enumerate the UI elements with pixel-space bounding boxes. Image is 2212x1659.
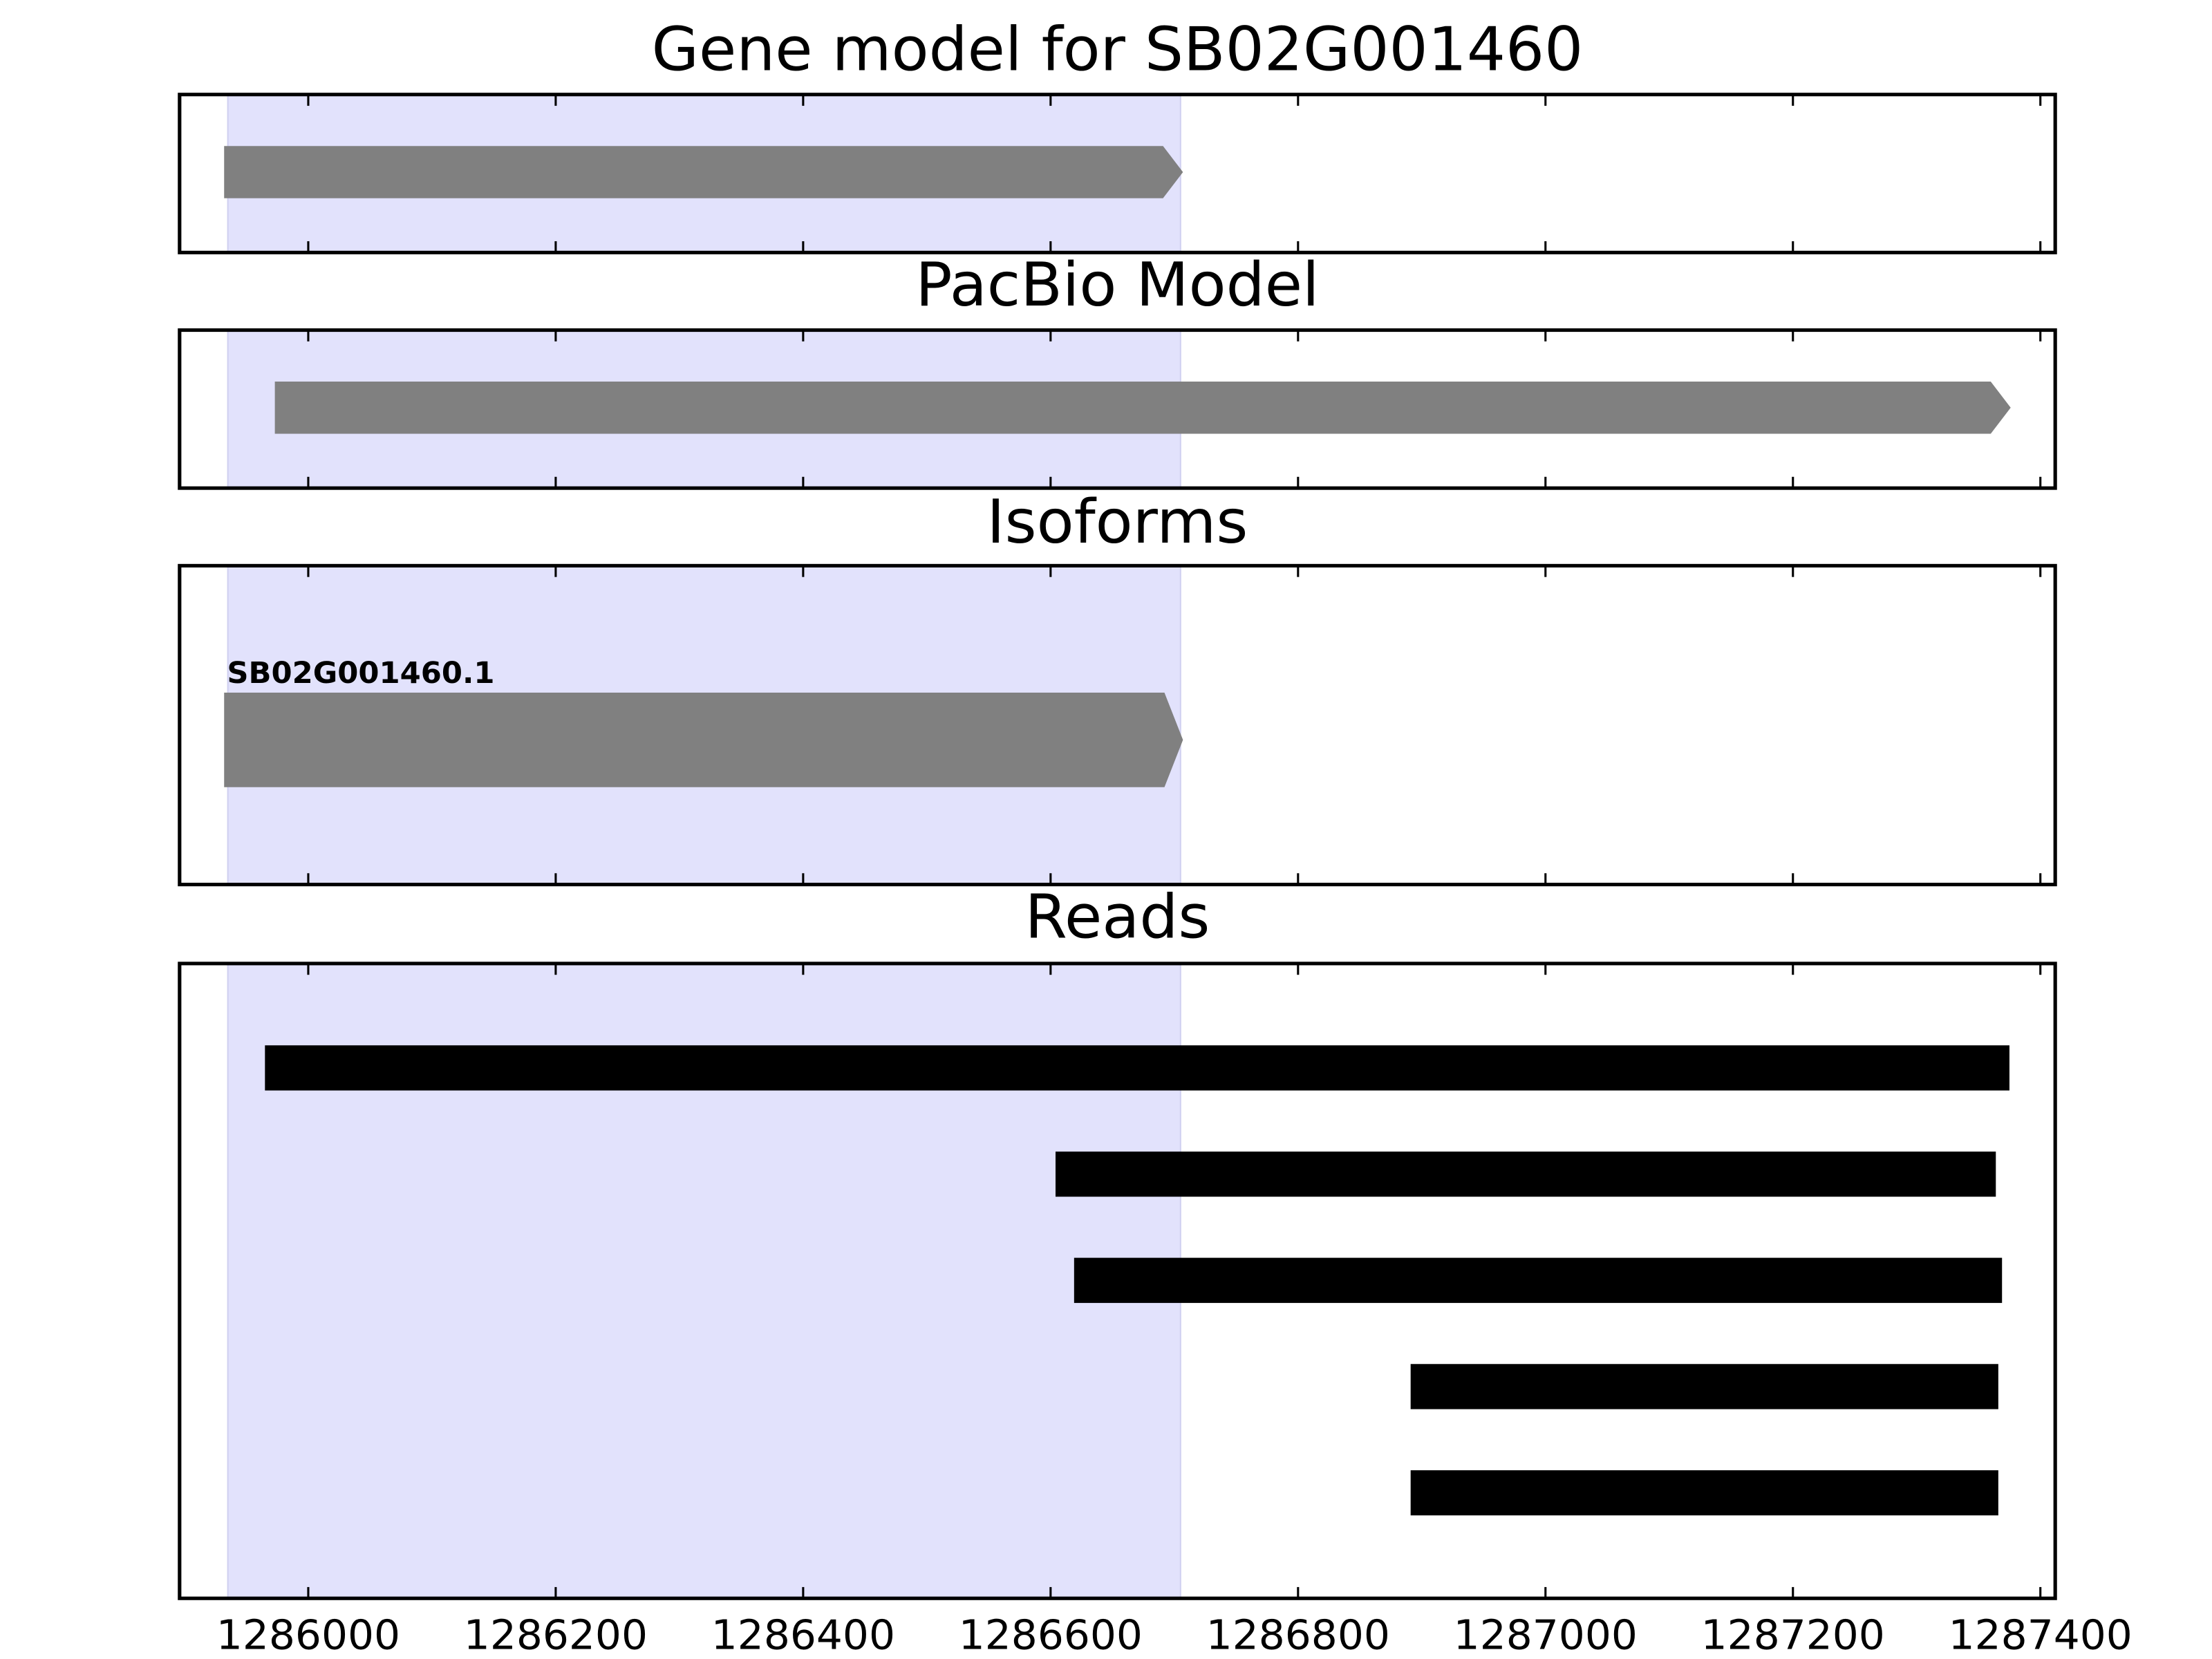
x-tick-label: 1286000 bbox=[216, 1612, 400, 1659]
gene-arrow bbox=[224, 693, 1183, 787]
isoform-label: SB02G001460.1 bbox=[227, 656, 494, 691]
read-bar bbox=[1056, 1151, 1996, 1197]
panel-title: Isoforms bbox=[987, 486, 1248, 556]
panel-title: Reads bbox=[1025, 881, 1210, 952]
panel-frame bbox=[178, 563, 2057, 887]
gene-arrow bbox=[224, 146, 1183, 198]
panel-title: Gene model for SB02G001460 bbox=[652, 14, 1584, 84]
x-tick-label: 1286600 bbox=[959, 1612, 1143, 1659]
x-tick-label: 1286200 bbox=[464, 1612, 648, 1659]
panel-title: PacBio Model bbox=[915, 250, 1319, 320]
panel-frame bbox=[178, 328, 2057, 490]
read-bar bbox=[1074, 1257, 2003, 1303]
read-bar bbox=[265, 1045, 2009, 1091]
x-tick-label: 1287400 bbox=[1949, 1612, 2133, 1659]
read-bar bbox=[1410, 1470, 1998, 1516]
x-tick-label: 1287200 bbox=[1701, 1612, 1885, 1659]
read-bar bbox=[1410, 1364, 1998, 1409]
panel-frame bbox=[178, 962, 2057, 1600]
panel-frame bbox=[178, 93, 2057, 254]
x-tick-label: 1286800 bbox=[1206, 1612, 1390, 1659]
gene-arrow bbox=[274, 382, 2011, 434]
x-tick-label: 1286400 bbox=[711, 1612, 895, 1659]
x-tick-label: 1287000 bbox=[1454, 1612, 1638, 1659]
